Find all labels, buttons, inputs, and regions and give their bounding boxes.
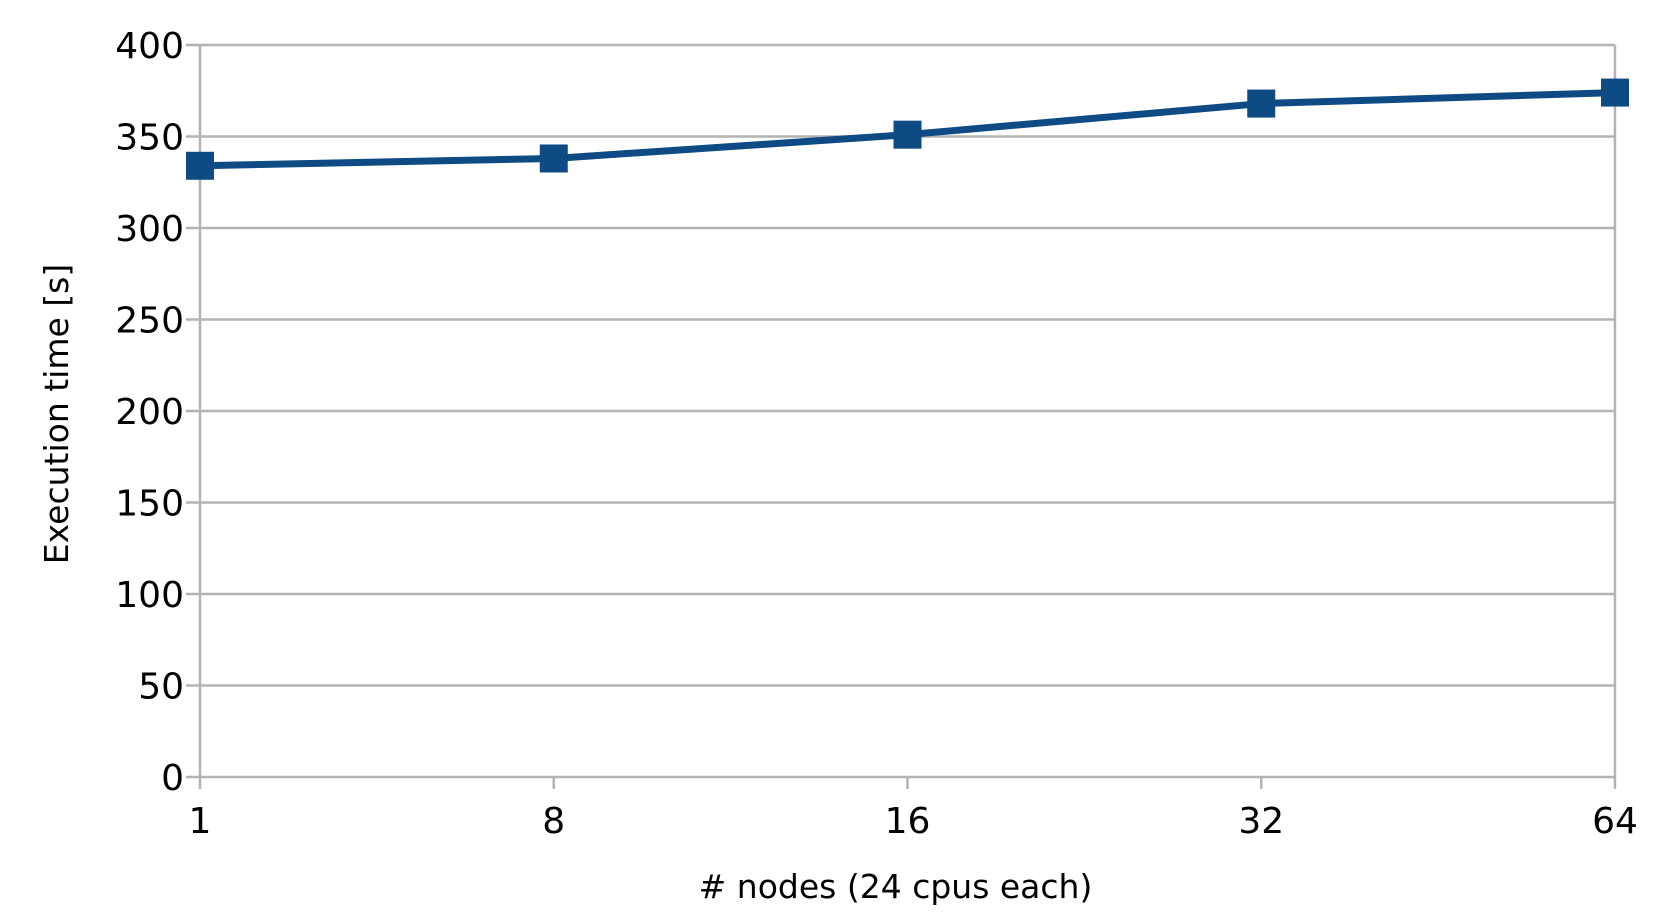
- y-tick-label: 350: [115, 118, 184, 159]
- x-tick-label: 32: [1238, 801, 1284, 842]
- y-tick-label: 300: [115, 209, 184, 250]
- data-point-16: [893, 120, 922, 149]
- x-tick-label: 64: [1592, 801, 1638, 842]
- data-point-32: [1247, 89, 1276, 118]
- data-point-64: [1601, 78, 1629, 107]
- x-tick-label: 1: [189, 801, 212, 842]
- data-point-1: [186, 151, 214, 180]
- x-axis-title: # nodes (24 cpus each): [699, 867, 1093, 906]
- y-tick-label: 100: [115, 575, 184, 616]
- y-tick-label: 150: [115, 484, 184, 525]
- gridlines: [200, 43, 1617, 777]
- data-point-8: [539, 144, 568, 173]
- y-tick-label: 50: [138, 667, 184, 708]
- x-tick-label: 8: [542, 801, 565, 842]
- y-axis-title: Execution time [s]: [37, 264, 76, 564]
- series-layer: [186, 78, 1629, 180]
- y-tick-label: 0: [161, 758, 184, 799]
- y-tick-label: 400: [115, 26, 184, 67]
- y-tick-label: 200: [115, 392, 184, 433]
- y-axis-ticks: 0 50 100 150 200 250 300 350 400: [115, 26, 200, 799]
- y-tick-label: 250: [115, 301, 184, 342]
- x-tick-label: 16: [885, 801, 931, 842]
- x-axis-ticks: 1 8 16 32 64: [189, 777, 1638, 842]
